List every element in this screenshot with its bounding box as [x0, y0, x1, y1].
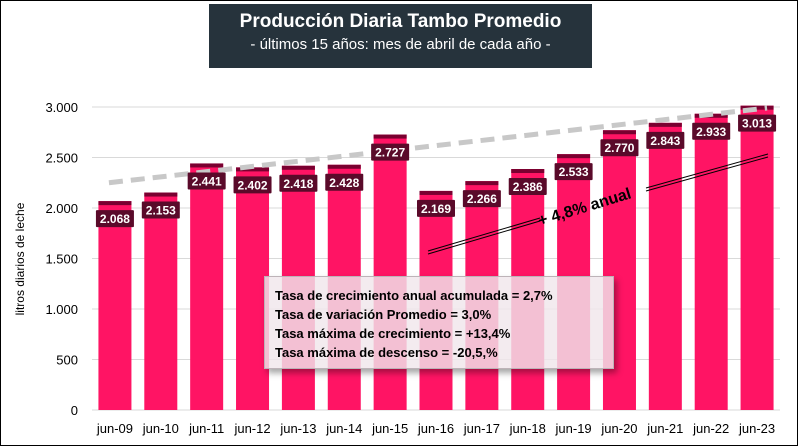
data-label-bg — [187, 172, 226, 190]
data-label: 2.169 — [421, 202, 451, 216]
y-tick-label: 500 — [56, 353, 78, 368]
bar-cap — [190, 163, 224, 168]
x-tick-label: jun-12 — [233, 421, 270, 436]
x-tick-label: jun-20 — [600, 421, 637, 436]
x-tick-label: jun-14 — [325, 421, 362, 436]
annotation-line — [645, 153, 769, 189]
y-tick-label: 1.000 — [45, 302, 78, 317]
data-label: 2.727 — [375, 146, 405, 160]
y-tick-label: 1.500 — [45, 252, 78, 267]
x-tick-label: jun-09 — [96, 421, 133, 436]
data-label: 3.013 — [742, 117, 772, 131]
bar — [648, 122, 682, 411]
x-tick-label: jun-17 — [463, 421, 500, 436]
bar-cap — [465, 181, 499, 186]
data-label: 2.402 — [238, 178, 268, 192]
data-label-bg — [692, 122, 731, 140]
data-label-bg — [600, 139, 639, 157]
data-label-bg — [233, 176, 272, 194]
data-label: 2.418 — [283, 177, 313, 191]
x-tick-label: jun-18 — [509, 421, 546, 436]
x-tick-label: jun-23 — [738, 421, 775, 436]
data-label: 2.933 — [696, 125, 726, 139]
trend-line — [108, 105, 768, 186]
annotation-line — [427, 217, 541, 252]
data-label-bg — [417, 199, 455, 217]
y-tick-label: 0 — [71, 403, 78, 418]
bar — [694, 113, 728, 410]
bar-cap — [511, 169, 545, 174]
x-tick-label: jun-21 — [646, 421, 683, 436]
bar-cap — [557, 154, 591, 159]
data-label: 2.428 — [329, 176, 359, 190]
data-label-bg — [95, 210, 134, 228]
chart-header: Producción Diaria Tambo Promedio - últim… — [209, 4, 592, 68]
bar — [190, 163, 224, 410]
annotation-line — [427, 220, 541, 255]
data-label-bg — [279, 174, 318, 192]
x-tick-label: jun-13 — [279, 421, 316, 436]
data-label: 2.533 — [559, 165, 589, 179]
stats-box: Tasa de crecimiento anual acumulada = 2,… — [264, 276, 614, 369]
bar-cap — [98, 201, 132, 206]
bar-cap — [648, 122, 682, 127]
x-tick-label: jun-15 — [371, 421, 408, 436]
data-label: 2.266 — [467, 192, 497, 206]
bar-cap — [740, 105, 774, 110]
data-label: 2.843 — [650, 134, 680, 148]
bar-cap — [327, 164, 361, 169]
data-label-bg — [508, 178, 547, 196]
data-label-bg — [554, 163, 593, 181]
bar-cap — [373, 134, 407, 139]
bar — [144, 192, 178, 410]
annotation-line — [645, 156, 769, 192]
y-tick-label: 2.500 — [45, 151, 78, 166]
x-tick-label: jun-16 — [417, 421, 454, 436]
bar-cap — [144, 192, 178, 197]
bar — [98, 201, 132, 410]
data-label-bg — [325, 173, 364, 191]
data-label: 2.770 — [604, 141, 634, 155]
stat-variation-average: Tasa de variación Promedio = 3,0% — [275, 307, 492, 322]
y-tick-label: 2.000 — [45, 201, 78, 216]
bar-cap — [236, 167, 270, 172]
stat-growth-accumulated: Tasa de crecimiento anual acumulada = 2,… — [275, 288, 553, 303]
data-label-bg — [646, 131, 685, 149]
chart-title: Producción Diaria Tambo Promedio — [239, 11, 562, 32]
x-tick-label: jun-10 — [142, 421, 179, 436]
data-label-bg — [462, 190, 501, 208]
data-label: 2.441 — [192, 174, 222, 188]
stat-max-growth: Tasa máxima de crecimiento = +13,4% — [275, 326, 511, 341]
x-tick-label: jun-11 — [188, 421, 224, 436]
y-axis-label: litros diarios de leche — [13, 202, 27, 315]
y-tick-label: 3.000 — [45, 100, 78, 115]
data-label-bg — [371, 143, 410, 161]
data-label: 2.153 — [146, 204, 176, 218]
bar-cap — [281, 165, 315, 170]
bar — [740, 105, 774, 410]
bar — [236, 167, 270, 410]
x-tick-label: jun-19 — [555, 421, 592, 436]
data-label-bg — [738, 114, 777, 132]
chart-subtitle: - últimos 15 años: mes de abril de cada … — [250, 36, 551, 53]
data-label: 2.068 — [100, 212, 130, 226]
data-label: 2.386 — [513, 180, 543, 194]
bar-cap — [602, 130, 636, 135]
stat-max-decline: Tasa máxima de descenso = -20,5,% — [275, 345, 498, 360]
bar-cap — [419, 190, 453, 195]
data-label-bg — [141, 201, 180, 219]
x-tick-label: jun-22 — [692, 421, 729, 436]
